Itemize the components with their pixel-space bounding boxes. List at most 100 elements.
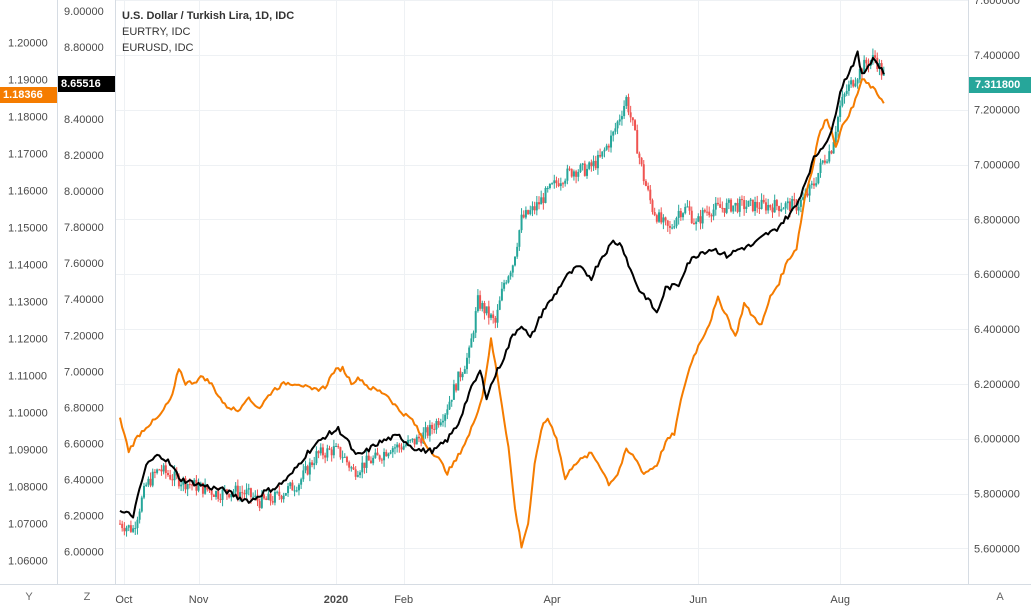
candle xyxy=(441,414,444,427)
candle xyxy=(400,443,403,453)
candle xyxy=(132,524,135,534)
candle xyxy=(592,155,595,171)
candle xyxy=(629,105,632,123)
eurusd-tick-label: 1.13000 xyxy=(8,297,48,309)
candle xyxy=(278,485,281,500)
candle xyxy=(191,483,194,491)
candle xyxy=(841,90,844,108)
candle xyxy=(815,177,818,188)
candle xyxy=(509,270,512,280)
candle xyxy=(197,478,200,493)
candle xyxy=(677,204,680,225)
candle xyxy=(706,205,709,216)
eurusd-tick-label: 1.20000 xyxy=(8,38,48,50)
candle xyxy=(280,494,283,503)
chart-legend: U.S. Dollar / Turkish Lira, 1D, IDC EURT… xyxy=(122,8,294,56)
candle xyxy=(335,443,338,448)
candle xyxy=(535,195,538,216)
candle xyxy=(588,161,591,171)
candle xyxy=(612,130,615,142)
legend-title[interactable]: U.S. Dollar / Turkish Lira, 1D, IDC xyxy=(122,10,295,22)
legend-eurtry[interactable]: EURTRY, IDC xyxy=(122,26,191,38)
candle xyxy=(485,306,488,316)
eurtry-series-line xyxy=(119,50,885,519)
candle xyxy=(258,498,261,512)
candle xyxy=(668,220,671,235)
candle xyxy=(817,172,820,185)
eurusd-axis[interactable]: 1.20000 1.19000 1.18000 1.17000 1.16000 1.150… xyxy=(8,38,48,568)
candle xyxy=(692,218,695,225)
candle xyxy=(533,201,536,215)
candle xyxy=(754,196,757,216)
candle xyxy=(234,482,237,495)
time-axis[interactable]: Oct Nov 2020 Feb Apr Jun Aug xyxy=(115,594,850,606)
eurtry-tick-label: 8.40000 xyxy=(64,114,104,126)
candle xyxy=(319,443,322,456)
legend-eurusd[interactable]: EURUSD, IDC xyxy=(122,42,194,54)
candle xyxy=(380,457,383,464)
candle xyxy=(409,439,412,444)
candle xyxy=(699,209,702,230)
candle xyxy=(350,465,353,472)
candle xyxy=(444,413,447,428)
usdtry-tick-label: 6.400000 xyxy=(974,324,1020,336)
candle xyxy=(778,205,781,217)
candle xyxy=(701,207,704,229)
candle xyxy=(435,418,438,434)
eurtry-tick-label: 7.60000 xyxy=(64,258,104,270)
candle xyxy=(662,214,665,230)
usdtry-axis[interactable]: 7.600000 7.400000 7.200000 7.000000 6.800000… xyxy=(974,0,1020,555)
candle xyxy=(498,296,501,311)
candle xyxy=(143,482,146,500)
candle xyxy=(738,196,741,217)
eurtry-axis[interactable]: 9.00000 8.80000 8.40000 8.20000 8.00000 7.800… xyxy=(64,6,104,559)
candle xyxy=(326,444,329,462)
candle xyxy=(625,95,628,110)
candle xyxy=(799,198,802,213)
candle xyxy=(544,186,547,204)
candle xyxy=(378,454,381,462)
candle xyxy=(644,179,647,187)
candle xyxy=(557,178,560,188)
candle xyxy=(306,464,309,476)
mid-axis-scale-button[interactable]: Z xyxy=(83,591,91,603)
auto-scale-button[interactable]: A xyxy=(996,591,1004,603)
candle xyxy=(623,100,626,119)
candle xyxy=(767,198,770,214)
candle xyxy=(684,203,687,215)
candle xyxy=(428,420,431,442)
candle xyxy=(339,446,342,460)
candle xyxy=(719,197,722,208)
eurtry-tick-label: 6.00000 xyxy=(64,547,104,559)
candle xyxy=(812,177,815,189)
candle xyxy=(520,208,523,233)
candle xyxy=(186,483,189,497)
candle xyxy=(538,196,541,210)
candle xyxy=(308,458,311,482)
candle xyxy=(164,462,167,479)
candle xyxy=(834,125,837,146)
candle xyxy=(631,117,634,126)
candle xyxy=(836,115,839,139)
candle xyxy=(522,210,525,219)
candle xyxy=(649,185,652,204)
candle xyxy=(577,169,580,182)
usdtry-tick-label: 6.600000 xyxy=(974,269,1020,281)
usdtry-tick-label: 5.800000 xyxy=(974,489,1020,501)
candle xyxy=(369,456,372,464)
x-tick-label: Nov xyxy=(189,594,209,606)
candle xyxy=(570,168,573,178)
candle xyxy=(215,490,218,500)
candle xyxy=(450,399,453,407)
candle xyxy=(317,450,320,459)
candle xyxy=(284,492,287,496)
eurtry-tick-label: 7.80000 xyxy=(64,222,104,234)
candle xyxy=(703,208,706,214)
candle xyxy=(548,183,551,190)
candle xyxy=(411,438,414,443)
eurtry-last-price-badge: 8.65516 xyxy=(58,76,115,92)
candle xyxy=(483,300,486,320)
candle xyxy=(503,279,506,292)
left-axis-scale-button[interactable]: Y xyxy=(25,591,33,603)
